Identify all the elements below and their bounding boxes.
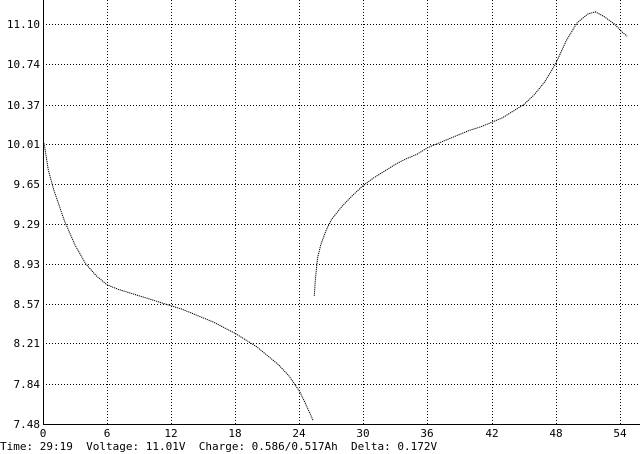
x-tick-label: 0: [40, 427, 47, 440]
x-tick-label: 48: [549, 427, 562, 440]
status-charge: Charge: 0.586/0.517Ah: [198, 440, 338, 453]
voltage-series: [43, 11, 628, 421]
x-tick-labels: 0 6 12 18 24 30 36 42 48 54: [40, 427, 627, 440]
y-tick-label: 10.74: [7, 58, 40, 71]
y-tick-label: 10.01: [7, 138, 40, 151]
y-tick-label: 9.65: [14, 178, 41, 191]
x-tick-label: 18: [228, 427, 241, 440]
y-tick-label: 11.10: [7, 18, 40, 31]
y-tick-label: 9.29: [14, 218, 41, 231]
y-tick-label: 8.93: [14, 258, 41, 271]
status-bar: Time: 29:19 Voltage: 11.01V Charge: 0.58…: [0, 440, 640, 454]
x-tick-label: 6: [104, 427, 111, 440]
series-line-2: [313, 11, 628, 296]
y-tick-label: 10.37: [7, 99, 40, 112]
x-tick-label: 54: [613, 427, 627, 440]
x-tick-label: 36: [420, 427, 433, 440]
y-tick-label: 8.57: [14, 298, 41, 311]
y-tick-labels: 7.48 7.84 8.21 8.57 8.93 9.29 9.65 10.01 10.37 10…: [7, 18, 40, 431]
y-tick-label: 7.48: [14, 418, 41, 431]
y-tick-label: 7.84: [14, 378, 41, 391]
x-tick-label: 12: [164, 427, 177, 440]
axis-frame: [43, 0, 640, 425]
x-tick-label: 30: [356, 427, 369, 440]
status-delta: Delta: 0.172V: [351, 440, 438, 453]
y-tick-label: 8.21: [14, 337, 41, 350]
x-tick-label: 42: [485, 427, 498, 440]
x-tick-label: 24: [292, 427, 306, 440]
status-time: Time: 29:19: [0, 440, 73, 453]
status-voltage: Voltage: 11.01V: [86, 440, 186, 453]
discharge-chart: 7.48 7.84 8.21 8.57 8.93 9.29 9.65 10.01 10.37 10…: [6, 0, 640, 440]
